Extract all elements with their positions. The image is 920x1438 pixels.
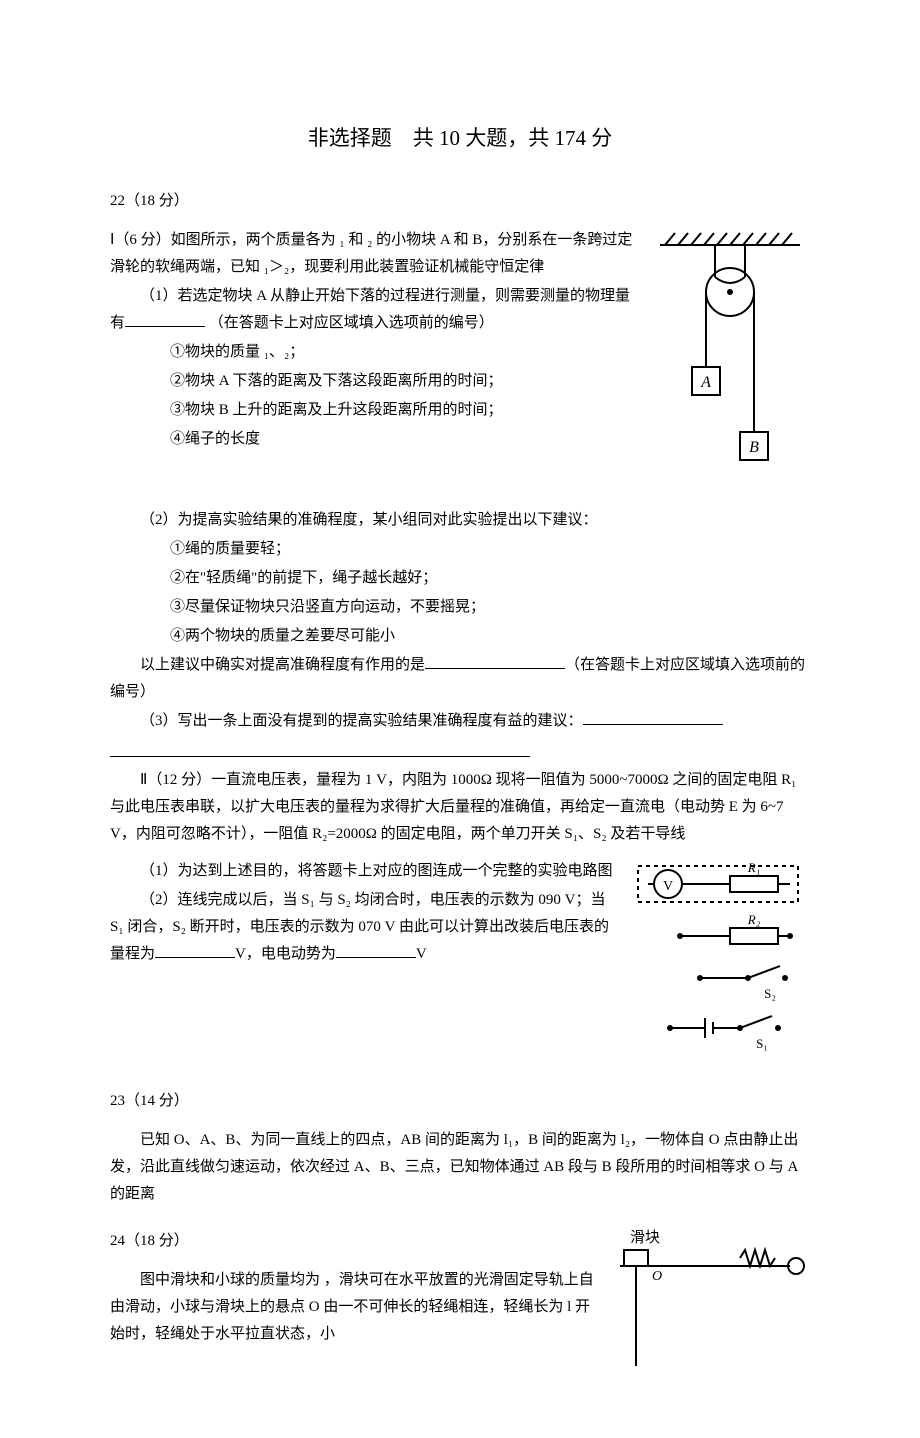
track-o-label: O: [652, 1269, 662, 1284]
q22-p1-opt2: ②物块 A 下落的距离及下落这段距离所用的时间；: [110, 368, 635, 395]
question-23: 23（14 分） 已知 O、A、B、为同一直线上的四点，AB 间的距离为 l₁，…: [110, 1088, 810, 1208]
q22-part2: V R₁ R₂: [110, 858, 810, 970]
q22-p1-opt4: ④绳子的长度: [110, 426, 635, 453]
blank-field: [336, 943, 416, 958]
r1-label: R₁: [747, 860, 760, 875]
q22-p1-sub2-tail: 以上建议中确实对提高准确程度有作用的是（在答题卡上对应区域填入选项前的编号）: [110, 652, 810, 706]
pulley-figure: A B: [650, 227, 810, 497]
q22-p1-sub1: （1）若选定物块 A 从静止开始下落的过程进行测量，则需要测量的物理量有 （在答…: [110, 283, 635, 337]
q22-p1-sub3-text: （3）写出一条上面没有提到的提高实验结果准确程度有益的建议：: [140, 713, 583, 729]
blank-field: [583, 710, 723, 725]
block-a-label: A: [700, 374, 711, 391]
q22-p1-sub2-tail-a: 以上建议中确实对提高准确程度有作用的是: [140, 657, 425, 673]
s2-label: S₂: [764, 986, 776, 1001]
track-label: 滑块: [630, 1229, 660, 1246]
voltmeter-label: V: [663, 879, 673, 894]
q22-p2-sub2: （2）连线完成以后，当 S₁ 与 S₂ 均闭合时，电压表的示数为 090 V；当…: [110, 887, 615, 968]
q22-p1-sub2: （2）为提高实验结果的准确程度，某小组同对此实验提出以下建议：: [110, 507, 810, 534]
q22-p1-sub1-tail: （在答题卡上对应区域填入选项前的编号）: [209, 315, 494, 331]
q23-header: 23（14 分）: [110, 1088, 810, 1115]
block-b-label: B: [749, 439, 759, 456]
question-24: 滑块 O 24（18 分） 图中滑块和小球的质量均为 ，滑块可在水: [110, 1228, 810, 1378]
q22-p2-sub1: （1）为达到上述目的，将答题卡上对应的图连成一个完整的实验电路图: [110, 858, 615, 885]
q22-part1: A B Ⅰ（6 分）如图所示，两个质量各为 ₁ 和 ₂ 的小物块 A 和 B，分…: [110, 227, 810, 455]
q22-p1-bopt4: ④两个物块的质量之差要尽可能小: [110, 623, 810, 650]
question-22: 22（18 分）: [110, 188, 810, 1068]
track-figure: 滑块 O: [610, 1228, 810, 1368]
q22-p1-bopt1: ①绳的质量要轻；: [110, 536, 810, 563]
circuit-figure: V R₁ R₂: [630, 858, 810, 1058]
blank-field: [125, 312, 205, 327]
q22-p1-intro: Ⅰ（6 分）如图所示，两个质量各为 ₁ 和 ₂ 的小物块 A 和 B，分别系在一…: [110, 227, 635, 281]
r2-label: R₂: [747, 912, 761, 927]
q22-header: 22（18 分）: [110, 188, 810, 215]
q22-p1-bopt3: ③尽量保证物块只沿竖直方向运动，不要摇晃；: [110, 594, 810, 621]
s1-label: S₁: [756, 1036, 768, 1051]
q22-p1-opt1: ①物块的质量 ₁、₂；: [110, 339, 635, 366]
q22-p2-sub2-end: V: [416, 946, 427, 962]
blank-field: [425, 654, 565, 669]
page-title: 非选择题 共 10 大题，共 174 分: [110, 120, 810, 158]
q23-body: 已知 O、A、B、为同一直线上的四点，AB 间的距离为 l₁，B 间的距离为 l…: [110, 1127, 810, 1208]
q24-body: 图中滑块和小球的质量均为 ，滑块可在水平放置的光滑固定导轨上自由滑动，小球与滑块…: [110, 1267, 595, 1348]
q22-p1-opt3: ③物块 B 上升的距离及上升这段距离所用的时间；: [110, 397, 635, 424]
blank-field: [155, 943, 235, 958]
q22-p1-sub3: （3）写出一条上面没有提到的提高实验结果准确程度有益的建议：: [110, 708, 810, 735]
q22-p2-intro: Ⅱ（12 分）一直流电压表，量程为 1 V，内阻为 1000Ω 现将一阻值为 5…: [110, 767, 810, 848]
q22-p1-bopt2: ②在"轻质绳"的前提下，绳子越长越好；: [110, 565, 810, 592]
blank-line: [110, 739, 530, 757]
q22-p2-sub2-mid: V，电电动势为: [235, 946, 336, 962]
q24-header: 24（18 分）: [110, 1228, 595, 1255]
